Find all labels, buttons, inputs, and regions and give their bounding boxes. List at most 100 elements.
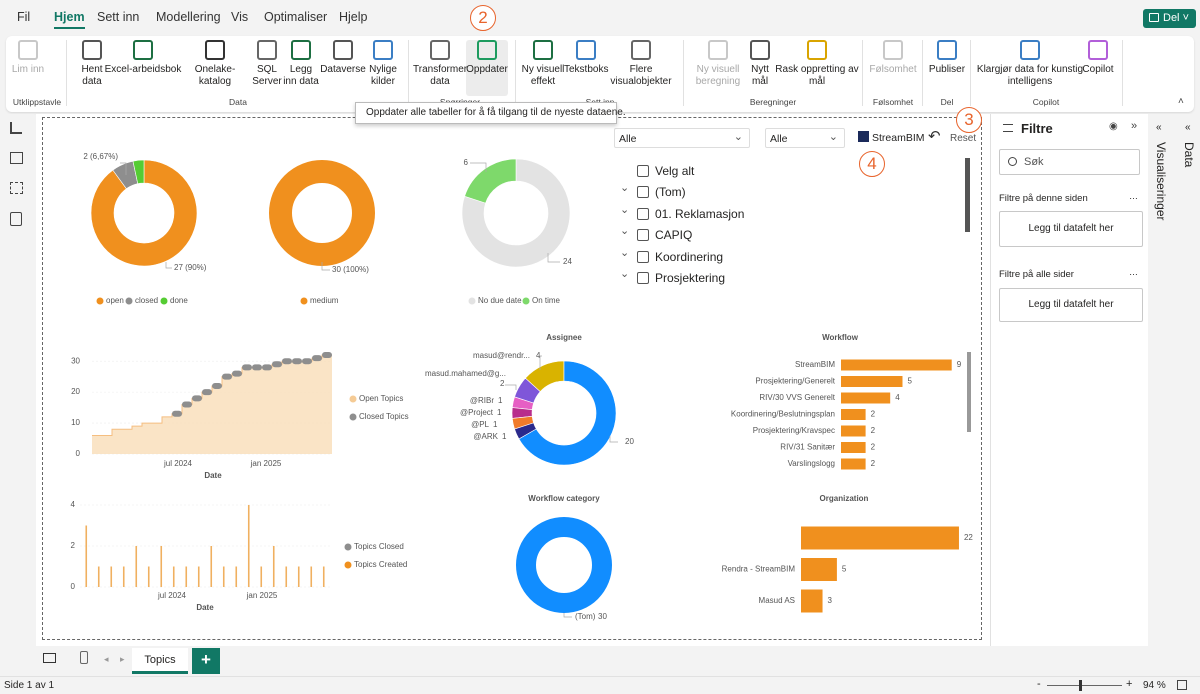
button-icon [82, 40, 102, 60]
leader-line [505, 384, 517, 390]
x-tick-label: jan 2025 [246, 591, 278, 600]
ribbon-button[interactable]: Transformer data [413, 40, 467, 87]
zoom-thumb[interactable] [1079, 680, 1082, 691]
button-icon [477, 40, 497, 60]
zoom-slider[interactable] [1047, 685, 1122, 686]
menu-tab[interactable]: Sett inn [97, 10, 140, 24]
next-page[interactable]: ▸ [120, 654, 125, 664]
ribbon-button[interactable]: Nytt mål [745, 40, 775, 87]
ribbon-button[interactable]: Tekstboks [564, 40, 608, 76]
donut-slice [464, 158, 517, 204]
button-icon [750, 40, 770, 60]
checkbox[interactable] [637, 272, 649, 284]
section-more[interactable]: … [1129, 267, 1138, 277]
reset-label[interactable]: Reset [950, 133, 977, 144]
button-label: Følsomhet [869, 64, 917, 75]
prev-page[interactable]: ◂ [104, 654, 109, 664]
streambim-button[interactable]: StreamBIM [858, 131, 925, 144]
dax-view-icon[interactable] [10, 212, 22, 226]
reset-icon[interactable]: ↶ [928, 128, 941, 145]
ribbon-button[interactable]: Klargjør data for kunstig intelligens [975, 40, 1085, 87]
ribbon-button[interactable]: Publiser [927, 40, 967, 76]
drop-zone[interactable]: Legg til datafelt her [999, 211, 1143, 247]
legend-dot [160, 297, 168, 305]
menu-tab[interactable]: Hjem [54, 10, 85, 29]
button-label: Lim inn [11, 64, 45, 75]
report-view-icon[interactable] [10, 122, 22, 134]
button-icon [883, 40, 903, 60]
menu-tab[interactable]: Hjelp [339, 10, 368, 24]
ribbon-button[interactable]: Rask oppretting av mål [775, 40, 859, 87]
checkbox[interactable] [637, 165, 649, 177]
button-label: Rask oppretting av mål [775, 64, 859, 87]
data-label: 2 (6,67%) [83, 152, 118, 161]
button-label: Transformer data [413, 64, 468, 87]
filter-search[interactable]: Søk [999, 149, 1140, 175]
expand-data[interactable]: « [1185, 122, 1191, 133]
ribbon-button[interactable]: Onelake-katalog [182, 40, 248, 87]
visibility-toggle[interactable]: ◉ [1109, 121, 1118, 132]
view-nav [0, 114, 34, 646]
zoom-out[interactable]: - [1037, 678, 1041, 690]
column [322, 566, 325, 587]
group-separator [1122, 40, 1123, 106]
visualizations-pane-tab[interactable]: Visualiseringer [1154, 142, 1168, 221]
donut-slice [132, 159, 145, 185]
ribbon-button[interactable]: Ny visuell beregning [689, 40, 747, 87]
ribbon-button[interactable]: Hent data [73, 40, 111, 87]
collapse-ribbon[interactable]: ˄ [1178, 96, 1184, 107]
ribbon-button[interactable]: Følsomhet [868, 40, 918, 76]
ribbon-button[interactable]: Nylige kilder [364, 40, 402, 87]
checkbox[interactable] [637, 207, 649, 220]
column [260, 566, 263, 587]
expand-chevron[interactable]: ⌄ [620, 203, 630, 216]
ribbon-button[interactable]: Legg inn data [282, 40, 320, 87]
ribbon-button[interactable]: Excel-arbeidsbok [103, 40, 183, 76]
data-label: 30 [598, 612, 607, 621]
table-view-icon[interactable] [10, 152, 23, 164]
ribbon-button[interactable]: Oppdater [465, 40, 509, 76]
expand-visualizations[interactable]: « [1156, 122, 1162, 133]
data-label: 1 [502, 432, 507, 441]
data-label-category: @ARK [473, 432, 498, 441]
ribbon-button[interactable]: Flere visualobjekter [608, 40, 674, 87]
data-label: 3 [828, 596, 833, 605]
ribbon-button[interactable]: Lim inn [11, 40, 45, 76]
menu-tab[interactable]: Optimaliser [264, 10, 328, 24]
checkbox[interactable] [637, 250, 649, 263]
data-pane-tab[interactable]: Data [1182, 142, 1196, 168]
ribbon-button[interactable]: SQL Server [252, 40, 282, 87]
data-label: 2 [871, 410, 876, 419]
drop-zone[interactable]: Legg til datafelt her [999, 288, 1143, 322]
ribbon-button[interactable]: Copilot [1076, 40, 1120, 76]
expand-chevron[interactable]: ⌄ [620, 268, 630, 280]
slicer-dropdown[interactable]: Alle ⌄ [614, 128, 750, 148]
donut-slice [90, 159, 198, 267]
expand-chevron[interactable]: ⌄ [620, 246, 630, 259]
ribbon-button[interactable]: Dataverse [320, 40, 366, 76]
step-dots [292, 358, 302, 365]
legend-dot [344, 561, 352, 569]
slicer-item: CAPIQ [655, 228, 693, 243]
ribbon-button[interactable]: Ny visuell effekt [521, 40, 565, 87]
section-more[interactable]: … [1129, 191, 1138, 201]
data-label: 1 [498, 396, 503, 405]
slicer-dropdown[interactable]: Alle ⌄ [765, 128, 845, 148]
zoom-in[interactable]: + [1126, 678, 1133, 690]
menu-tab[interactable]: Vis [231, 10, 249, 24]
checkbox[interactable] [637, 229, 649, 242]
collapse-filters[interactable]: » [1131, 120, 1138, 132]
model-view-icon[interactable] [10, 182, 23, 194]
desktop-layout[interactable] [43, 653, 56, 663]
mobile-layout[interactable] [80, 651, 88, 664]
button-label: Klargjør data for kunstig intelligens [976, 64, 1084, 87]
data-label: 1 [497, 408, 502, 417]
checkbox[interactable] [637, 186, 649, 199]
expand-chevron[interactable]: ⌄ [620, 225, 630, 238]
page-tab[interactable]: Topics [132, 648, 188, 674]
file-menu[interactable]: Fil [17, 10, 31, 24]
expand-chevron[interactable]: ⌄ [620, 182, 630, 195]
add-page[interactable]: + [192, 648, 220, 674]
fit-page[interactable] [1177, 680, 1187, 690]
menu-tab[interactable]: Modellering [156, 10, 221, 24]
